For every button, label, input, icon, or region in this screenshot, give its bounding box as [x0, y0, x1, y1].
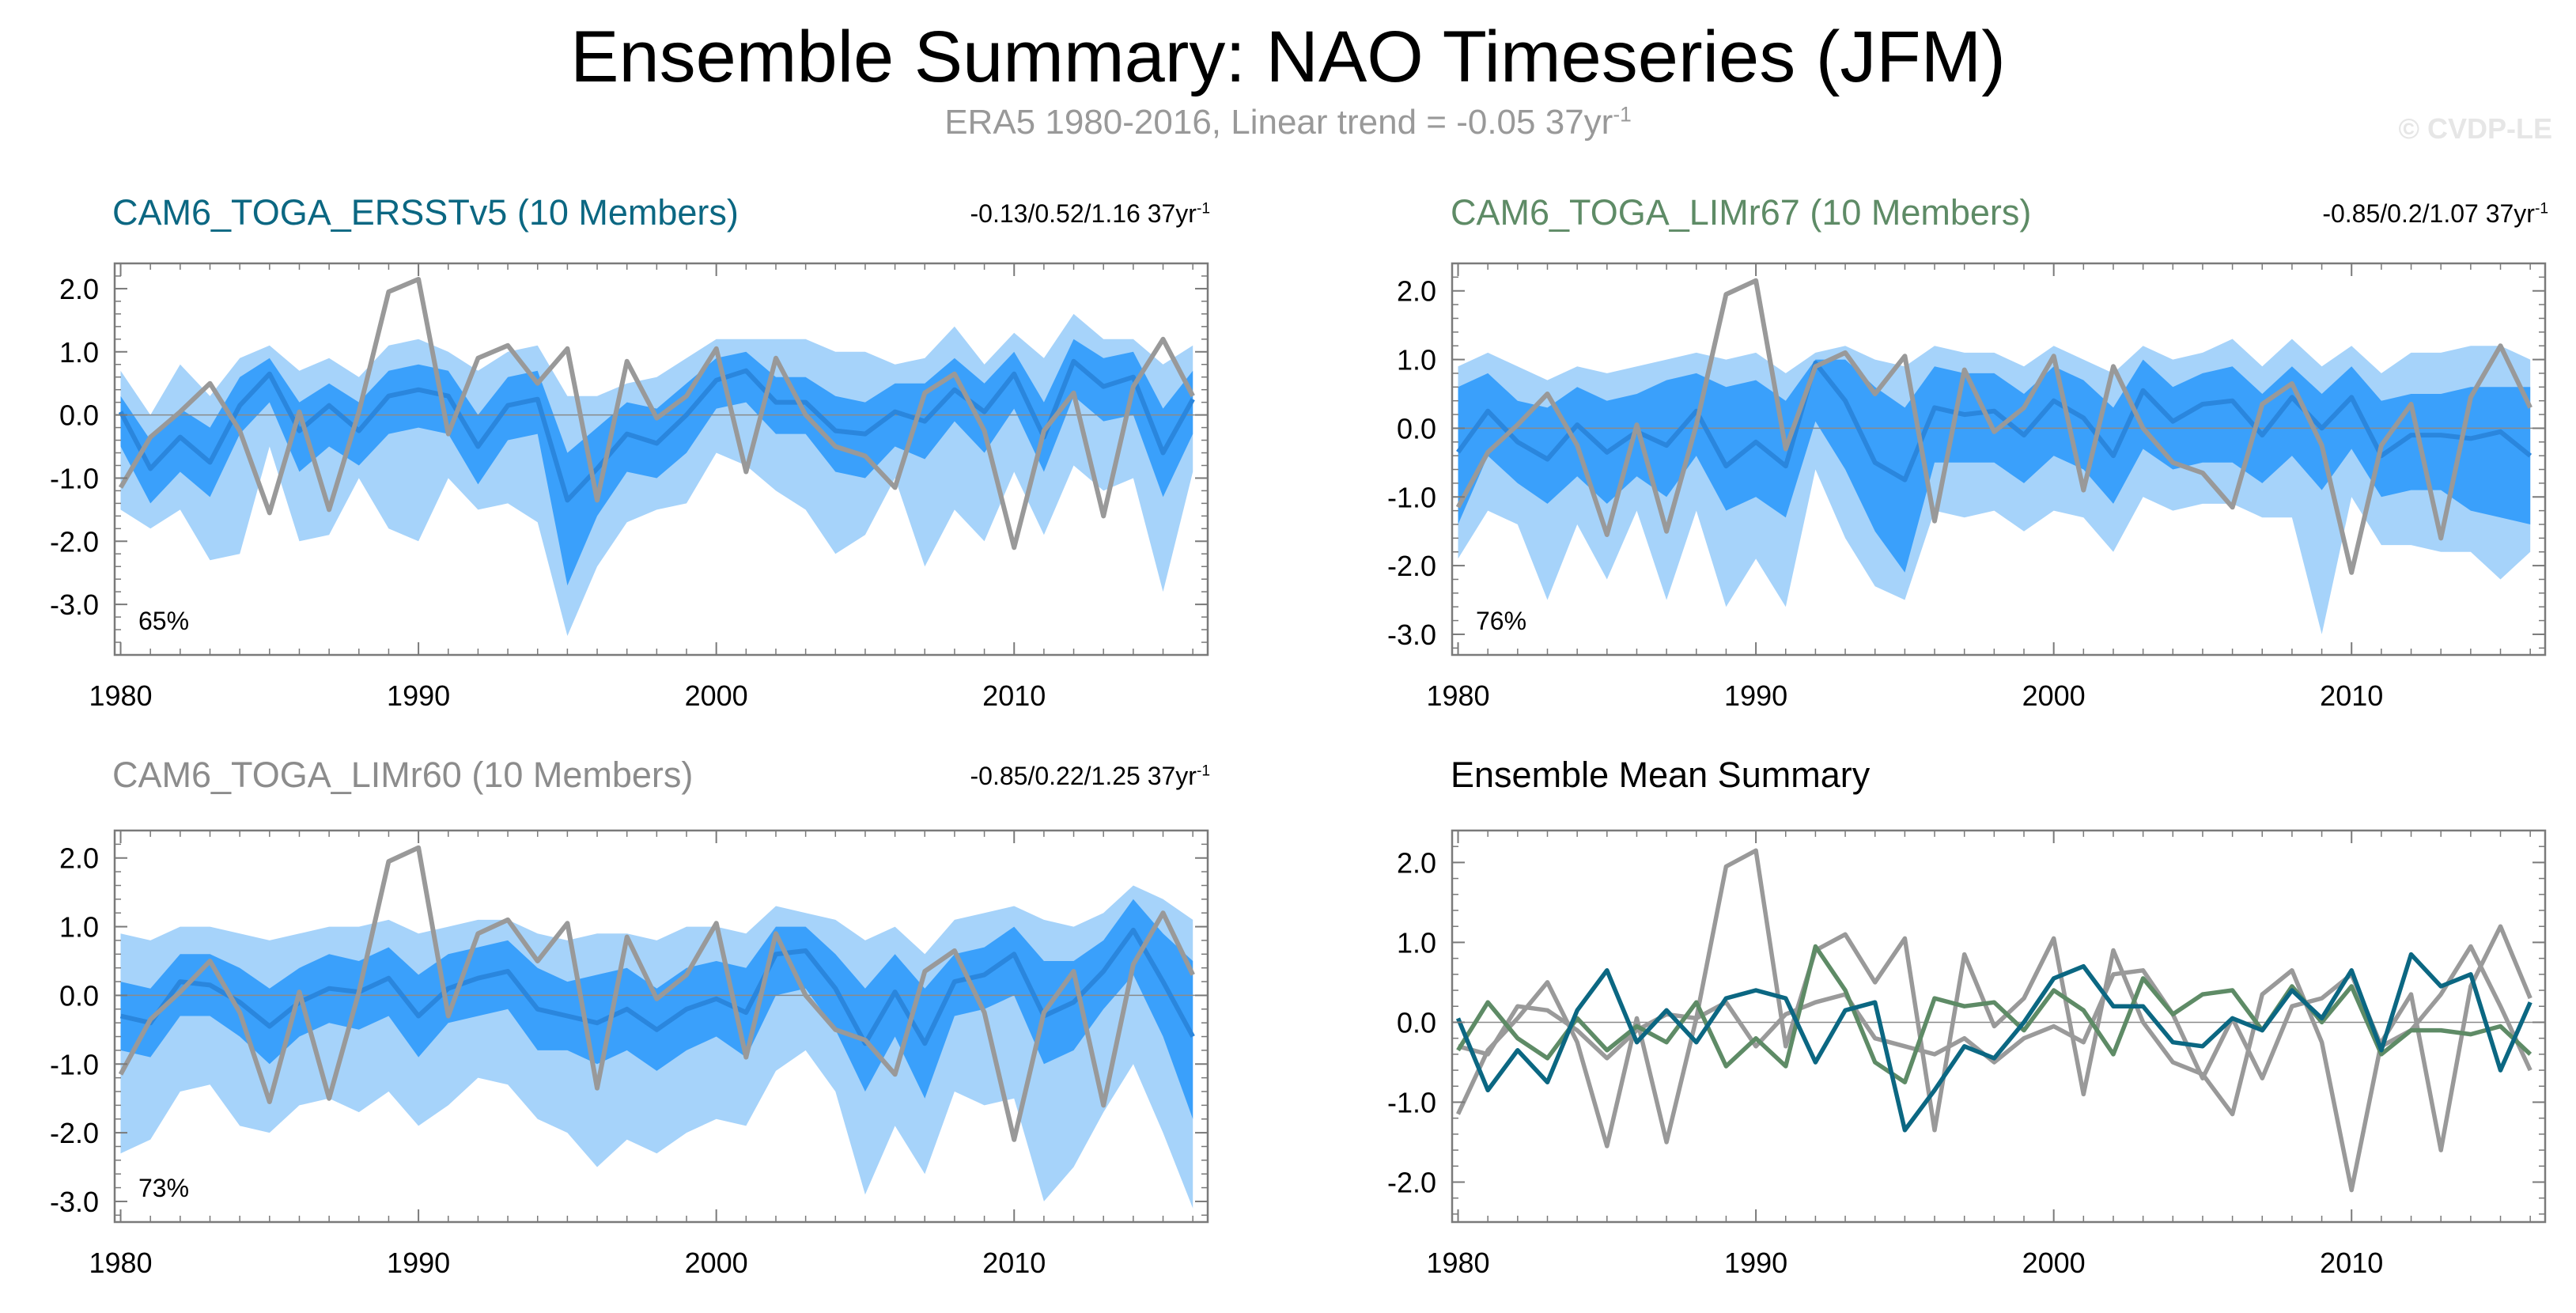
y-tick-label: 2.0: [59, 842, 99, 875]
spread-band-inner: [120, 899, 1193, 1119]
page-subtitle: ERA5 1980-2016, Linear trend = -0.05 37y…: [0, 103, 2576, 142]
y-tick-label: 2.0: [1397, 846, 1436, 879]
percent-label: 73%: [138, 1174, 189, 1202]
y-tick-label: -3.0: [1387, 619, 1436, 651]
panel-limr67: 2.0 1.0 0.0 -1.0 -2.0 -3.0 1980 1990 2000 2010 76%: [1387, 262, 2547, 712]
x-tick-label: 1980: [1426, 1247, 1489, 1279]
y-tick-label: 0.0: [59, 399, 99, 432]
y-tick-label: -1.0: [50, 462, 99, 494]
summary-series-line-2: [1456, 944, 2532, 1084]
x-tick-label: 2000: [685, 679, 748, 712]
watermark: © CVDP-LE: [2398, 112, 2552, 145]
y-tick-label: -1.0: [1387, 481, 1436, 513]
x-tick-label: 1990: [1724, 1247, 1787, 1279]
panel-summary: 2.0 1.0 0.0 -1.0 -2.0 1980 1990 2000 2010: [1387, 829, 2547, 1279]
trend-exponent-limr67: -1: [2534, 200, 2548, 218]
summary-series-line-3: [1455, 952, 2532, 1133]
trend-value-limr67: -0.85/0.2/1.07 37yr: [2322, 199, 2535, 228]
plot-frame: [1451, 829, 2547, 1224]
subtitle-text: ERA5 1980-2016, Linear trend = -0.05 37y…: [944, 103, 1613, 142]
x-tick-label: 2000: [2022, 679, 2086, 712]
y-tick-label: -3.0: [50, 1186, 99, 1218]
plot-frame: [113, 829, 1209, 1224]
y-tick-label: 2.0: [1397, 275, 1436, 308]
y-tick-label: -1.0: [50, 1048, 99, 1080]
x-tick-label: 2000: [2022, 1247, 2086, 1279]
panel-title-limr67: CAM6_TOGA_LIMr67 (10 Members): [1451, 192, 2032, 233]
panel-title-limr60: CAM6_TOGA_LIMr60 (10 Members): [112, 755, 694, 795]
observed-line: [118, 277, 1195, 551]
trend-exponent-limr60: -1: [1196, 762, 1210, 780]
panel-limr60: 2.0 1.0 0.0 -1.0 -2.0 -3.0 1980 1990 2000 2010 73%: [50, 829, 1209, 1279]
percent-label: 76%: [1476, 607, 1526, 635]
trend-text-ersst: -0.13/0.52/1.16 37yr-1: [970, 199, 1210, 228]
trend-text-limr67: -0.85/0.2/1.07 37yr-1: [2322, 199, 2548, 228]
x-tick-label: 1980: [89, 679, 152, 712]
y-tick-label: 1.0: [59, 911, 99, 944]
plot-frame: [113, 262, 1209, 656]
panel-ersst: 2.0 1.0 0.0 -1.0 -2.0 -3.0 1980 1990 2000 2010 65%: [50, 262, 1209, 712]
trend-value-limr60: -0.85/0.22/1.25 37yr: [970, 762, 1197, 790]
y-tick-label: -2.0: [1387, 550, 1436, 582]
x-tick-label: 1990: [387, 679, 450, 712]
y-tick-label: -2.0: [50, 525, 99, 558]
panel-title-ersst: CAM6_TOGA_ERSSTv5 (10 Members): [112, 192, 739, 233]
y-tick-label: -2.0: [1387, 1166, 1436, 1198]
y-tick-label: 1.0: [1397, 926, 1436, 959]
y-tick-label: 2.0: [59, 273, 99, 305]
x-tick-label: 2010: [982, 1247, 1046, 1279]
subtitle-exponent: -1: [1613, 102, 1632, 127]
x-tick-label: 2010: [2320, 679, 2383, 712]
y-tick-label: -2.0: [50, 1117, 99, 1149]
plot-frame: [1451, 262, 2547, 656]
y-tick-label: 0.0: [1397, 1006, 1436, 1039]
y-tick-label: 0.0: [1397, 412, 1436, 445]
page-title: Ensemble Summary: NAO Timeseries (JFM): [570, 17, 2006, 97]
trend-value-ersst: -0.13/0.52/1.16 37yr: [970, 199, 1197, 228]
panel-title-summary: Ensemble Mean Summary: [1451, 755, 1871, 795]
y-tick-label: 1.0: [59, 336, 99, 369]
x-tick-label: 2000: [685, 1247, 748, 1279]
y-tick-label: -1.0: [1387, 1086, 1436, 1118]
x-tick-label: 2010: [2320, 1247, 2383, 1279]
observed-line: [118, 845, 1195, 1142]
y-tick-label: 1.0: [1397, 344, 1436, 376]
observed-line: [1455, 278, 2532, 575]
trend-exponent-ersst: -1: [1196, 200, 1210, 218]
ensemble-mean-line: [118, 358, 1195, 503]
x-tick-label: 2010: [982, 679, 1046, 712]
percent-label: 65%: [138, 607, 189, 635]
y-tick-label: 0.0: [59, 979, 99, 1012]
ensemble-mean-line: [119, 927, 1195, 1046]
spread-band-inner: [1458, 359, 2531, 573]
y-tick-label: -3.0: [50, 588, 99, 621]
x-tick-label: 1980: [89, 1247, 152, 1279]
x-tick-label: 1990: [1724, 679, 1787, 712]
x-tick-label: 1990: [387, 1247, 450, 1279]
trend-text-limr60: -0.85/0.22/1.25 37yr-1: [970, 762, 1210, 790]
summary-series-line-0: [1456, 848, 2532, 1193]
x-tick-label: 1980: [1426, 679, 1489, 712]
